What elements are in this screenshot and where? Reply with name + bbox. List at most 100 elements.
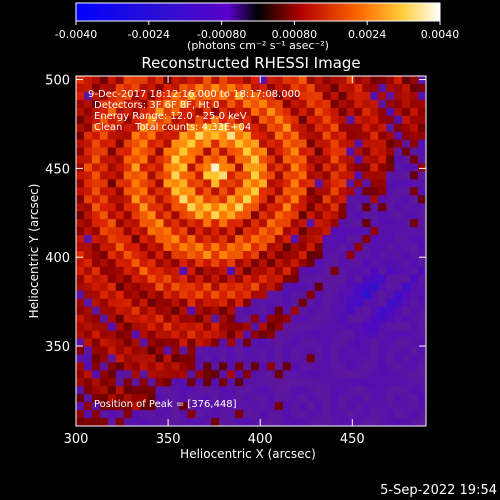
- heatmap-cell: [251, 266, 260, 276]
- heatmap-cell: [227, 402, 236, 411]
- heatmap-cell: [338, 147, 347, 156]
- heatmap-cell: [330, 322, 339, 331]
- heatmap-cell: [354, 338, 363, 347]
- heatmap-cell: [266, 258, 276, 268]
- heatmap-cell: [123, 266, 133, 276]
- heatmap-cell: [410, 115, 419, 125]
- heatmap-cell: [115, 258, 125, 268]
- heatmap-cell: [123, 274, 133, 284]
- heatmap-cell: [131, 402, 141, 411]
- heatmap-cell: [107, 274, 117, 284]
- heatmap-cell: [99, 195, 109, 204]
- heatmap-cell: [115, 211, 125, 220]
- heatmap-cell: [211, 203, 220, 212]
- heatmap-cell: [251, 290, 260, 300]
- heatmap-cell: [179, 163, 188, 172]
- heatmap-cell: [322, 76, 331, 85]
- heatmap-cell: [338, 219, 347, 228]
- heatmap-cell: [155, 322, 164, 331]
- heatmap-cell: [394, 402, 403, 411]
- heatmap-cell: [91, 203, 101, 212]
- heatmap-cell: [235, 187, 244, 196]
- heatmap-cell: [258, 282, 268, 292]
- heatmap-cell: [346, 258, 355, 268]
- heatmap-cell: [251, 314, 260, 323]
- heatmap-cell: [418, 346, 426, 355]
- heatmap-cell: [115, 219, 125, 228]
- heatmap-cell: [211, 298, 220, 308]
- heatmap-cell: [251, 211, 260, 220]
- heatmap-cell: [338, 251, 347, 260]
- heatmap-cell: [195, 131, 204, 141]
- heatmap-cell: [298, 171, 308, 180]
- heatmap-cell: [235, 227, 244, 236]
- heatmap-cell: [187, 394, 196, 403]
- heatmap-cell: [195, 282, 204, 292]
- heatmap-cell: [354, 258, 363, 268]
- heatmap-cell: [219, 370, 228, 379]
- heatmap-cell: [131, 378, 141, 387]
- heatmap-cell: [107, 131, 117, 141]
- heatmap-cell: [354, 378, 363, 387]
- heatmap-cell: [338, 99, 347, 109]
- heatmap-cell: [330, 203, 339, 212]
- heatmap-cell: [370, 91, 379, 101]
- heatmap-cell: [282, 91, 292, 101]
- heatmap-cell: [243, 258, 252, 268]
- heatmap-cell: [386, 330, 395, 339]
- heatmap-cell: [139, 163, 148, 172]
- heatmap-cell: [203, 251, 212, 260]
- heatmap-cell: [76, 354, 85, 363]
- heatmap-cell: [298, 155, 308, 164]
- heatmap-cell: [394, 83, 403, 93]
- heatmap-cell: [266, 394, 276, 403]
- heatmap-cell: [123, 282, 133, 292]
- heatmap-cell: [258, 211, 268, 220]
- heatmap-cell: [282, 306, 292, 316]
- heatmap-cell: [418, 76, 426, 85]
- heatmap-cell: [378, 163, 387, 172]
- heatmap-cell: [251, 187, 260, 196]
- heatmap-cell: [386, 282, 395, 292]
- heatmap-cell: [227, 83, 236, 93]
- heatmap-cell: [378, 76, 387, 85]
- heatmap-cell: [139, 298, 148, 308]
- heatmap-cell: [83, 258, 93, 268]
- heatmap-cell: [274, 386, 284, 395]
- heatmap-cell: [211, 266, 220, 276]
- heatmap-cell: [362, 258, 371, 268]
- heatmap-cell: [354, 123, 363, 133]
- heatmap-cell: [147, 290, 156, 300]
- heatmap-cell: [203, 378, 212, 387]
- heatmap-cell: [91, 330, 101, 339]
- heatmap-cell: [139, 378, 148, 387]
- heatmap-cell: [155, 370, 164, 379]
- heatmap-cell: [83, 163, 93, 172]
- heatmap-cell: [418, 314, 426, 323]
- heatmap-cell: [115, 115, 125, 125]
- heatmap-cell: [227, 346, 236, 355]
- heatmap-cell: [99, 370, 109, 379]
- heatmap-cell: [203, 402, 212, 411]
- heatmap-cell: [243, 139, 252, 148]
- heatmap-cell: [418, 394, 426, 403]
- heatmap-cell: [139, 107, 148, 117]
- heatmap-cell: [139, 123, 148, 133]
- heatmap-cell: [155, 227, 164, 236]
- heatmap-cell: [195, 290, 204, 300]
- heatmap-cell: [282, 99, 292, 109]
- heatmap-cell: [290, 219, 300, 228]
- x-tick-label: 400: [248, 432, 273, 447]
- heatmap-cell: [147, 346, 156, 355]
- heatmap-cell: [91, 139, 101, 148]
- heatmap-cell: [203, 370, 212, 379]
- heatmap-cell: [370, 378, 379, 387]
- heatmap-cell: [362, 131, 371, 141]
- heatmap-cell: [354, 99, 363, 109]
- heatmap-cell: [131, 211, 141, 220]
- heatmap-cell: [227, 211, 236, 220]
- heatmap-cell: [258, 179, 268, 188]
- heatmap-cell: [402, 155, 411, 164]
- heatmap-cell: [402, 378, 411, 387]
- heatmap-cell: [83, 306, 93, 316]
